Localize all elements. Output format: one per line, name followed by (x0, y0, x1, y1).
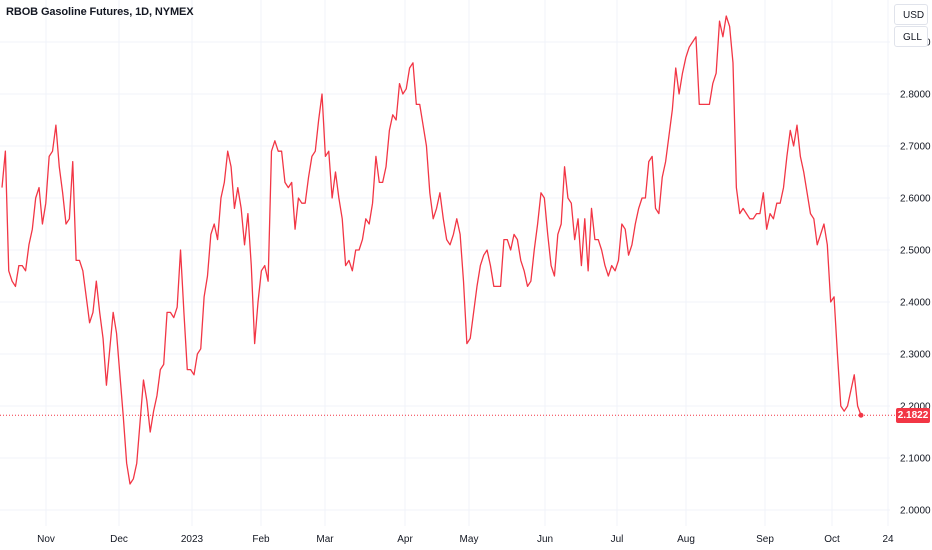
y-tick-label: 2.0000 (900, 506, 931, 517)
x-tick-label: Sep (756, 534, 774, 545)
x-tick-label: Oct (824, 534, 840, 545)
last-price-badge: 2.1822 (896, 407, 930, 423)
y-tick-label: 2.8000 (900, 90, 931, 101)
time-scale[interactable]: Nov Dec 2023 Feb Mar Apr May Jun Jul Aug Sep Oct 24 (37, 534, 894, 545)
y-tick-label: 2.4000 (900, 298, 931, 309)
y-tick-label: 2.6000 (900, 194, 931, 205)
x-tick-label: Aug (677, 534, 695, 545)
y-tick-label: 2.7000 (900, 142, 931, 153)
y-tick-label: 2.2000 (900, 402, 931, 413)
last-price-marker (858, 412, 864, 418)
x-tick-label: Jun (537, 534, 553, 545)
x-tick-label: 2023 (181, 534, 204, 545)
y-tick-label: 2.1000 (900, 454, 931, 465)
x-tick-label: Jul (611, 534, 624, 545)
chart-grid (0, 0, 890, 526)
symbol-title[interactable]: RBOB Gasoline Futures, 1D, NYMEX (6, 6, 194, 18)
price-scale[interactable]: 2.90002.80002.70002.60002.50002.40002.30… (900, 38, 931, 517)
price-series-line (1, 15, 862, 485)
y-tick-label: 2.5000 (900, 246, 931, 257)
x-tick-label: Mar (316, 534, 334, 545)
x-tick-label: Feb (252, 534, 270, 545)
x-tick-label: 24 (882, 534, 894, 545)
x-tick-label: Apr (397, 534, 413, 545)
currency-selector[interactable]: USD (894, 4, 928, 25)
x-tick-label: Nov (37, 534, 55, 545)
x-tick-label: May (460, 534, 479, 545)
x-tick-label: Dec (110, 534, 128, 545)
unit-selector[interactable]: GLL (894, 26, 928, 47)
y-tick-label: 2.3000 (900, 350, 931, 361)
